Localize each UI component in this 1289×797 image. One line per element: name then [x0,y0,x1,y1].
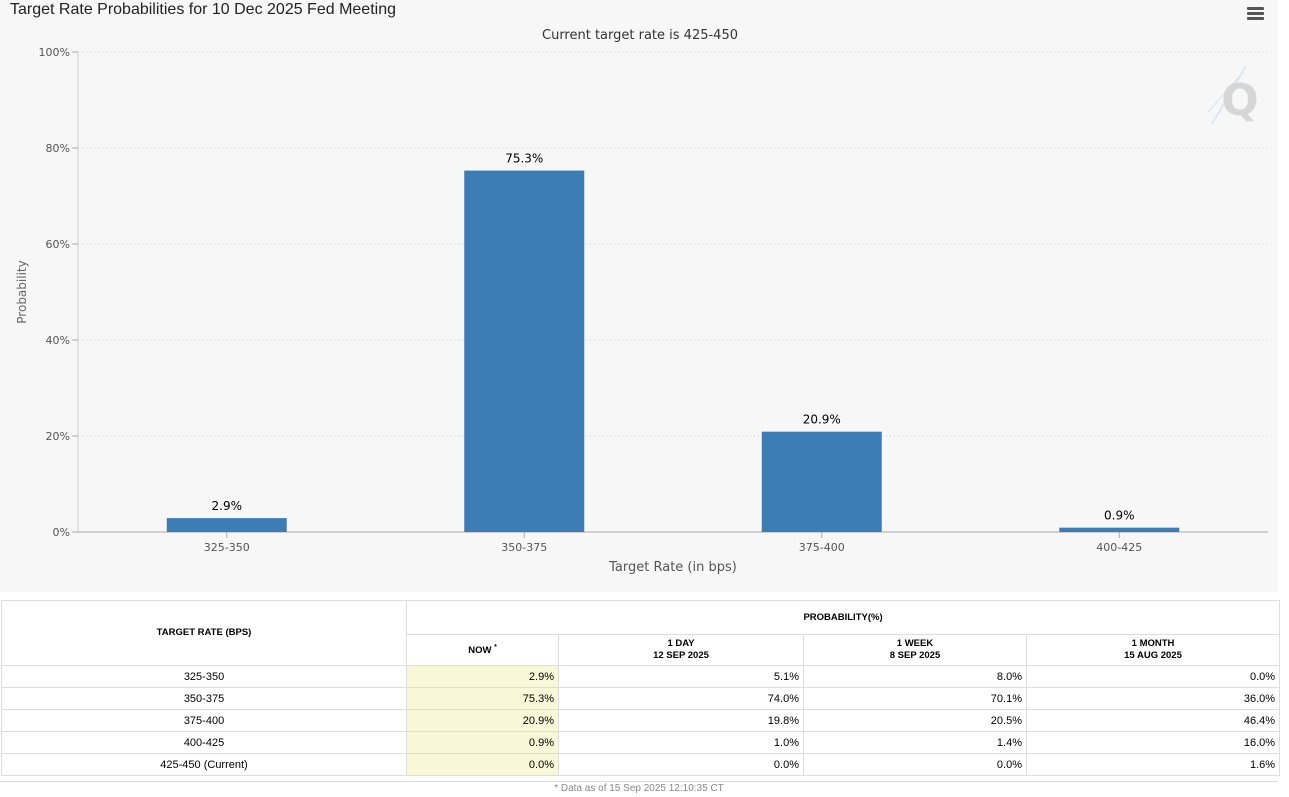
one-day-cell: 5.1% [558,665,804,688]
now-cell: 0.0% [406,753,559,776]
one-day-label: 1 DAY [667,638,695,649]
y-tick-label: 100% [39,46,70,59]
x-axis-ticks: 325-350 350-375 375-400 400-425 [204,532,1142,554]
one-week-cell: 1.4% [803,731,1027,754]
now-header-mark: * [494,644,497,652]
bar[interactable] [166,518,287,532]
data-timestamp-footnote: * Data as of 15 Sep 2025 12:10:35 CT [0,781,1278,794]
y-tick-label: 80% [46,142,70,155]
one-week-cell: 70.1% [803,687,1027,710]
one-week-cell: 0.0% [803,753,1027,776]
one-week-date: 8 SEP 2025 [889,650,941,661]
bar-data-label: 20.9% [803,413,841,427]
bar-chart: Current target rate is 425-450 0% 20% 40% 6… [15,28,1268,575]
chart-panel: Target Rate Probabilities for 10 Dec 202… [10,1,1268,575]
bar[interactable] [464,170,585,532]
chart-title: Target Rate Probabilities for 10 Dec 202… [10,1,396,18]
one-day-cell: 74.0% [558,687,804,710]
probability-table: TARGET RATE (BPS) PROBABILITY(%) NOW * 1… [1,600,1281,776]
rate-cell: 400-425 [1,731,407,754]
y-axis-title: Probability [15,260,29,323]
bar-data-label: 0.9% [1104,509,1135,523]
table-row: 325-350 2.9% 5.1% 8.0% 0.0% [1,665,1281,688]
now-cell: 2.9% [406,665,559,688]
table-row: 375-400 20.9% 19.8% 20.5% 46.4% [1,709,1281,732]
y-axis-ticks: 0% 20% 40% 60% 80% 100% [39,46,78,539]
one-month-cell: 46.4% [1025,709,1281,732]
bars: 2.9% 75.3% 20.9% 0.9% [166,152,1180,532]
gridlines [78,51,1268,437]
y-tick-label: 0% [53,526,70,539]
one-month-cell: 36.0% [1025,687,1281,710]
one-day-cell: 19.8% [558,709,804,732]
one-week-label: 1 WEEK [896,638,934,649]
y-tick-label: 20% [46,430,70,443]
now-header: NOW * [406,634,559,666]
table-row: 350-375 75.3% 74.0% 70.1% 36.0% [1,687,1281,710]
x-tick-label: 350-375 [501,541,547,554]
now-cell: 20.9% [406,709,559,732]
one-month-cell: 0.0% [1025,665,1281,688]
one-week-cell: 20.5% [803,709,1027,732]
x-tick-label: 375-400 [799,541,845,554]
now-cell: 0.9% [406,731,559,754]
one-month-header: 1 MONTH 15 AUG 2025 [1025,634,1281,666]
bar[interactable] [1059,527,1180,532]
x-tick-label: 400-425 [1096,541,1142,554]
table-row: 400-425 0.9% 1.0% 1.4% 16.0% [1,731,1281,754]
one-month-cell: 16.0% [1025,731,1281,754]
rate-cell: 325-350 [1,665,407,688]
y-tick-label: 40% [46,334,70,347]
now-header-label: NOW [468,645,492,657]
q-logo-watermark: Q [1207,65,1259,126]
chart-subtitle: Current target rate is 425-450 [542,28,738,43]
x-tick-label: 325-350 [204,541,250,554]
one-month-label: 1 MONTH [1131,638,1175,649]
one-month-date: 15 AUG 2025 [1124,650,1182,661]
rate-cell: 425-450 (Current) [1,753,407,776]
bar-data-label: 2.9% [212,499,243,513]
one-month-cell: 1.6% [1025,753,1281,776]
table-row: 425-450 (Current) 0.0% 0.0% 0.0% 1.6% [1,753,1281,776]
one-week-header: 1 WEEK 8 SEP 2025 [803,634,1027,666]
rate-cell: 375-400 [1,709,407,732]
bar[interactable] [761,431,882,532]
probability-header: PROBABILITY(%) [405,600,1281,635]
x-axis-title: Target Rate (in bps) [608,560,737,575]
one-day-date: 12 SEP 2025 [653,650,709,661]
rate-cell: 350-375 [1,687,407,710]
one-day-cell: 0.0% [558,753,804,776]
one-week-cell: 8.0% [803,665,1027,688]
one-day-header: 1 DAY 12 SEP 2025 [558,634,804,666]
bar-data-label: 75.3% [505,152,543,166]
hamburger-menu-icon[interactable] [1245,6,1265,22]
one-day-cell: 1.0% [558,731,804,754]
y-tick-label: 60% [46,238,70,251]
now-cell: 75.3% [406,687,559,710]
q-logo-text: Q [1221,75,1258,126]
target-rate-header: TARGET RATE (BPS) [1,600,407,666]
